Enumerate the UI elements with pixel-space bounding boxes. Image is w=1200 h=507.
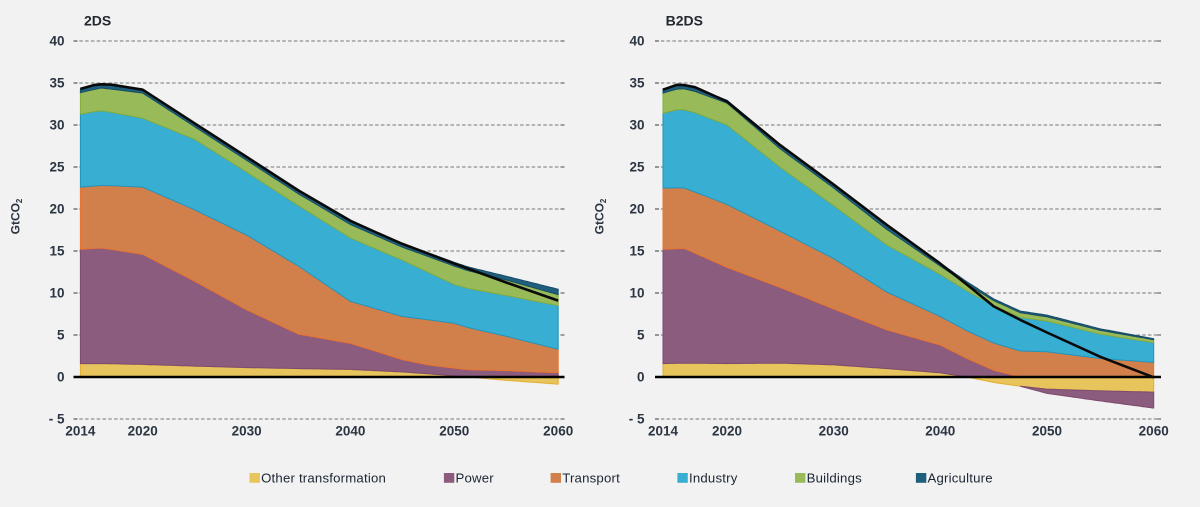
svg-text:40: 40	[629, 34, 644, 49]
svg-text:2050: 2050	[439, 424, 469, 439]
svg-text:2020: 2020	[128, 424, 158, 439]
svg-text:20: 20	[49, 202, 64, 217]
svg-text:2060: 2060	[1139, 424, 1169, 439]
svg-text:Power: Power	[456, 470, 495, 485]
svg-text:B2DS: B2DS	[666, 13, 703, 29]
svg-text:2DS: 2DS	[84, 13, 111, 29]
svg-text:5: 5	[637, 328, 645, 343]
svg-text:40: 40	[49, 34, 64, 49]
svg-text:35: 35	[49, 76, 65, 91]
svg-text:30: 30	[49, 118, 64, 133]
svg-text:Agriculture: Agriculture	[928, 470, 993, 485]
svg-text:2030: 2030	[232, 424, 262, 439]
svg-text:- 5: - 5	[629, 412, 645, 427]
svg-text:GtCO2: GtCO2	[9, 198, 25, 234]
svg-text:10: 10	[629, 286, 644, 301]
svg-text:20: 20	[629, 202, 644, 217]
svg-text:Transport: Transport	[562, 470, 620, 485]
svg-text:10: 10	[49, 286, 64, 301]
svg-text:2030: 2030	[819, 424, 849, 439]
svg-text:Industry: Industry	[689, 470, 738, 485]
svg-text:15: 15	[629, 244, 645, 259]
svg-text:Buildings: Buildings	[807, 470, 863, 485]
svg-text:2014: 2014	[65, 424, 96, 439]
svg-text:2040: 2040	[335, 424, 365, 439]
svg-text:2060: 2060	[543, 424, 573, 439]
svg-text:25: 25	[49, 160, 65, 175]
svg-text:2040: 2040	[925, 424, 955, 439]
svg-text:25: 25	[629, 160, 645, 175]
svg-text:30: 30	[629, 118, 644, 133]
svg-text:35: 35	[629, 76, 645, 91]
svg-text:- 5: - 5	[49, 412, 65, 427]
svg-text:GtCO2: GtCO2	[593, 198, 609, 234]
svg-text:2014: 2014	[648, 424, 679, 439]
svg-text:Other transformation: Other transformation	[261, 470, 386, 485]
svg-text:5: 5	[57, 328, 65, 343]
svg-text:15: 15	[49, 244, 65, 259]
svg-text:2020: 2020	[712, 424, 742, 439]
svg-text:0: 0	[57, 370, 65, 385]
svg-text:2050: 2050	[1032, 424, 1062, 439]
svg-text:0: 0	[637, 370, 645, 385]
